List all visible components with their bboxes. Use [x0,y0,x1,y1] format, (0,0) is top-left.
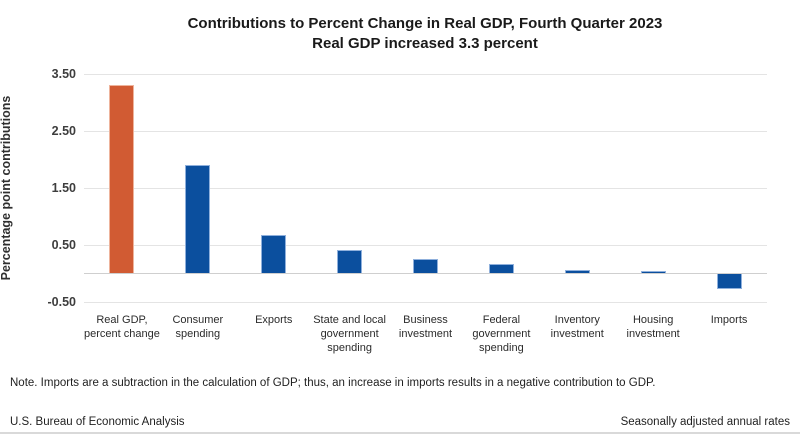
gridline [84,73,767,75]
bar-exports [261,234,287,274]
bar-housing-investment [640,271,666,274]
bar-business-investment [413,258,438,274]
y-tick-label: 1.50 [51,181,76,195]
source-attribution: U.S. Bureau of Economic Analysis [10,416,185,428]
chart-note: Note. Imports are a subtraction in the c… [10,377,656,389]
gridline [84,187,767,189]
y-tick-label: 2.50 [51,124,76,138]
bar-imports [716,273,742,289]
gridline [84,301,767,303]
y-tick-label: 0.50 [51,238,76,252]
gridline [84,130,767,132]
x-axis-baseline [84,273,767,274]
bar-inventory-investment [564,269,590,274]
gridline [84,244,767,246]
x-category-label: Exports [255,314,293,326]
bar-state-and-local-government-spending [337,250,363,274]
y-tick-label: 3.50 [51,67,76,81]
x-category-label: Inventory investment [550,314,604,340]
x-category-label: Federal government spending [472,314,531,354]
x-category-label: Business investment [398,314,453,340]
bar-consumer-spending [185,164,211,274]
x-category-label: State and local government spending [313,314,386,354]
adjustment-note: Seasonally adjusted annual rates [620,416,790,428]
chart-title: Contributions to Percent Change in Real … [187,15,663,32]
bottom-divider [0,432,800,434]
y-tick-label: -0.50 [47,295,77,309]
x-category-label: Consumer spending [172,314,224,340]
bar-federal-government-spending [488,263,514,274]
x-category-label: Housing investment [626,314,680,340]
x-category-label: Real GDP, percent change [84,314,160,340]
x-category-label: Imports [710,314,748,326]
bar-real-gdp-percent-change [109,85,135,274]
chart-subtitle: Real GDP increased 3.3 percent [312,35,538,52]
chart-title-block: Contributions to Percent Change in Real … [50,14,800,54]
